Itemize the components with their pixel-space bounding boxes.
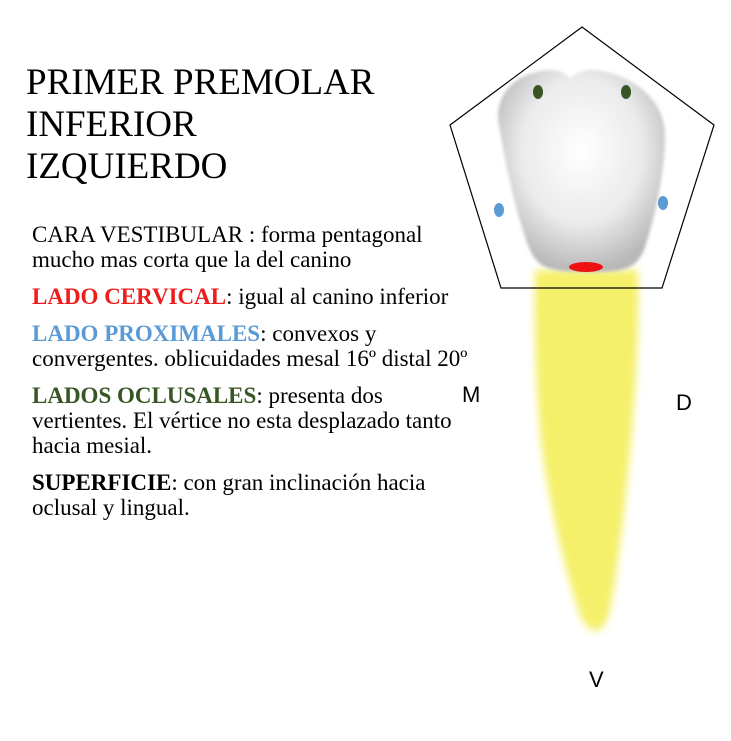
label-vestibular: V (589, 667, 604, 692)
title-line-3: IZQUIERDO (26, 146, 228, 187)
section-label: LADO PROXIMALES (32, 321, 261, 346)
title-line-2: INFERIOR (26, 104, 197, 145)
section-superficie: SUPERFICIE: con gran inclinación hacia o… (32, 470, 472, 520)
tooth-diagram (440, 20, 730, 665)
section-lado-proximales: LADO PROXIMALES: convexos y convergentes… (32, 321, 472, 371)
occlusal-dot-distal (621, 85, 631, 99)
section-text: : con gran inclinación hacia oclusal y l… (32, 470, 426, 520)
proximal-dot-mesial (494, 203, 504, 217)
description-text: CARA VESTIBULAR : forma pentagonal mucho… (32, 222, 472, 532)
tooth-crown (498, 70, 666, 272)
section-text: : presenta dos vertientes. El vértice no… (32, 383, 452, 458)
section-lado-cervical: LADO CERVICAL: igual al canino inferior (32, 284, 472, 309)
pentagon-outline (449, 26, 715, 289)
section-text: : forma pentagonal mucho mas corta que l… (32, 222, 423, 272)
section-label: CARA VESTIBULAR (32, 222, 244, 247)
cervical-mark (569, 262, 603, 272)
label-distal: D (676, 390, 692, 415)
occlusal-dot-mesial (533, 85, 543, 99)
page-title: PRIMER PREMOLAR INFERIOR IZQUIERDO (26, 62, 374, 188)
section-text: : convexos y convergentes. oblicuidades … (32, 321, 468, 371)
section-label: SUPERFICIE (32, 470, 172, 495)
title-line-1: PRIMER PREMOLAR (26, 62, 375, 103)
proximal-dot-distal (658, 196, 668, 210)
section-text: : igual al canino inferior (226, 284, 449, 309)
section-cara-vestibular: CARA VESTIBULAR : forma pentagonal mucho… (32, 222, 472, 272)
section-label: LADOS OCLUSALES (32, 383, 257, 408)
section-label: LADO CERVICAL (32, 284, 227, 309)
label-mesial: M (462, 382, 481, 407)
section-lados-oclusales: LADOS OCLUSALES: presenta dos vertientes… (32, 383, 472, 458)
tooth-root (534, 270, 639, 631)
